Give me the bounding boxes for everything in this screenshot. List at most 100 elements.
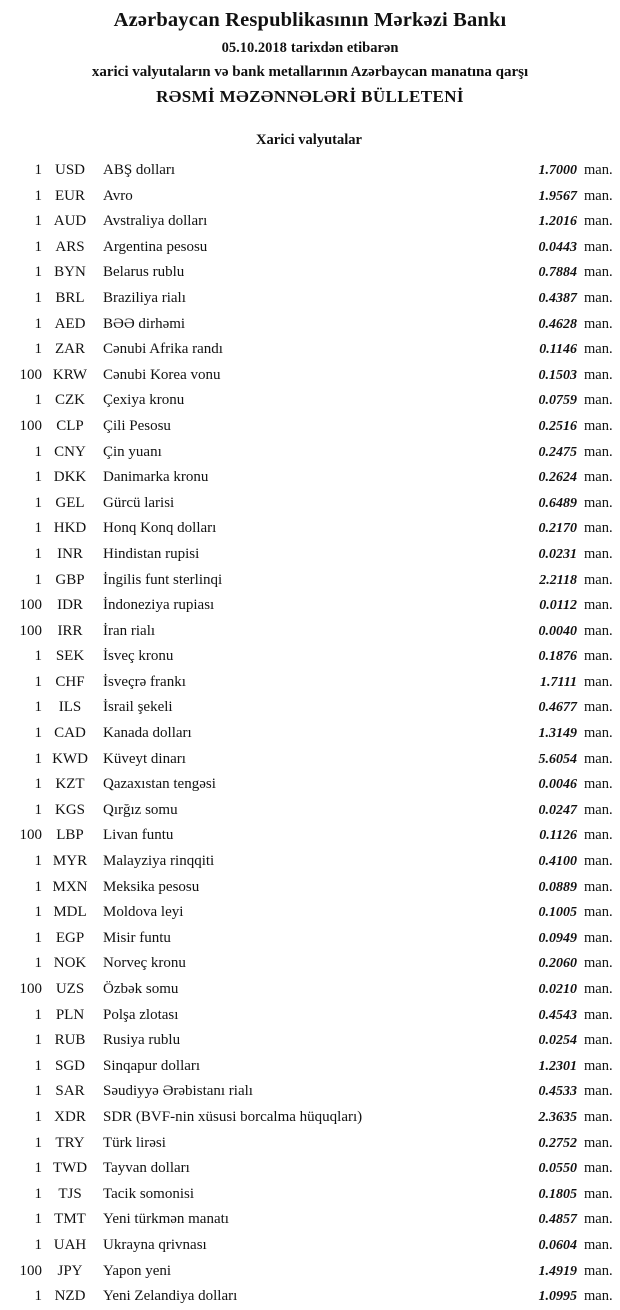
table-row: 1 CNY Çin yuanı 0.2475 man. — [0, 440, 620, 466]
table-row: 100 KRW Cənubi Korea vonu 0.1503 man. — [0, 363, 620, 389]
currency-name: BƏƏ dirhəmi — [103, 315, 186, 332]
table-row: 100 JPY Yapon yeni 1.4919 man. — [0, 1259, 620, 1285]
currency-rate: 1.0995 — [538, 1289, 578, 1305]
currency-code: KRW — [52, 366, 88, 383]
table-row: 1 RUB Rusiya rublu 0.0254 man. — [0, 1028, 620, 1054]
currency-quantity: 1 — [34, 1108, 43, 1125]
currency-unit: man. — [584, 366, 613, 383]
currency-name: Gürcü larisi — [103, 494, 175, 511]
currency-quantity: 1 — [34, 776, 43, 793]
currency-name: Çexiya kronu — [103, 392, 185, 409]
currency-code: KZT — [55, 776, 85, 793]
currency-rate: 1.7000 — [538, 163, 578, 178]
currency-name: Polşa zlotası — [103, 1006, 179, 1023]
currency-code: IRR — [57, 622, 83, 639]
table-row: 1 DKK Danimarka kronu 0.2624 man. — [0, 465, 620, 491]
currency-rate: 0.2170 — [538, 521, 578, 537]
currency-code: USD — [54, 162, 85, 178]
currency-name: İran rialı — [103, 622, 156, 639]
currency-rate: 0.0254 — [538, 1033, 578, 1049]
currency-rate: 0.1805 — [538, 1186, 578, 1202]
currency-unit: man. — [584, 1057, 613, 1074]
currency-quantity: 1 — [34, 1057, 43, 1074]
currency-quantity: 100 — [19, 366, 43, 383]
currency-name: Yeni Zelandiya dolları — [103, 1288, 238, 1305]
currency-unit: man. — [584, 392, 613, 409]
currency-quantity: 1 — [34, 238, 43, 255]
currency-unit: man. — [584, 1032, 613, 1049]
table-row: 1 BRL Braziliya rialı 0.4387 man. — [0, 286, 620, 312]
currency-rate: 0.4533 — [538, 1084, 578, 1100]
currency-quantity: 100 — [19, 597, 43, 614]
currency-quantity: 100 — [19, 417, 43, 434]
currency-name: Hindistan rupisi — [103, 545, 200, 562]
currency-unit: man. — [584, 571, 613, 588]
currency-quantity: 100 — [19, 981, 43, 997]
currency-name: Çin yuanı — [103, 443, 162, 460]
currency-quantity: 1 — [34, 955, 43, 972]
currency-unit: man. — [584, 904, 613, 921]
currency-code: BYN — [54, 264, 86, 281]
currency-unit: man. — [584, 853, 613, 870]
currency-quantity: 1 — [34, 929, 43, 946]
currency-code: MDL — [53, 904, 87, 921]
exchange-rates-table: 1 USD ABŞ dolları 1.7000 man. 1 EUR Avro 1.9567 m… — [0, 158, 620, 1310]
currency-name: Səudiyyə Ərəbistanı rialı — [103, 1083, 253, 1100]
currency-unit: man. — [584, 981, 613, 997]
currency-name: Yeni türkmən manatı — [103, 1211, 229, 1228]
currency-rate: 0.2752 — [538, 1135, 578, 1151]
table-row: 1 AUD Avstraliya dolları 1.2016 man. — [0, 209, 620, 235]
table-row: 1 MDL Moldova leyi 0.1005 man. — [0, 900, 620, 926]
document-bulletin-line: RƏSMİ MƏZƏNNƏLƏRİ BÜLLETENİ — [156, 87, 464, 106]
currency-name: Braziliya rialı — [103, 289, 186, 306]
currency-name: İndoneziya rupiası — [103, 597, 215, 614]
currency-rate: 0.0046 — [538, 777, 578, 793]
table-row: 1 GEL Gürcü larisi 0.6489 man. — [0, 491, 620, 517]
currency-rate: 0.0550 — [538, 1161, 578, 1177]
currency-unit: man. — [584, 1185, 613, 1202]
currency-unit: man. — [584, 699, 613, 716]
currency-name: Malayziya rinqqiti — [103, 853, 215, 870]
currency-code: KWD — [52, 750, 88, 767]
currency-unit: man. — [584, 1108, 613, 1125]
currency-rate: 0.0889 — [538, 879, 578, 895]
currency-name: Küveyt dinarı — [103, 750, 186, 767]
currency-rate: 0.1126 — [539, 828, 577, 844]
currency-code: JPY — [57, 1262, 83, 1279]
currency-name: Kanada dolları — [103, 725, 192, 742]
currency-code: RUB — [54, 1032, 86, 1049]
currency-quantity: 1 — [34, 1134, 43, 1151]
currency-code: EGP — [55, 929, 85, 946]
currency-name: SDR (BVF-nin xüsusi borcalma hüquqları) — [103, 1108, 363, 1125]
exchange-rates-body: 1 USD ABŞ dolları 1.7000 man. 1 EUR Avro 1.9567 m… — [0, 158, 620, 1310]
currency-quantity: 1 — [34, 725, 43, 742]
currency-quantity: 1 — [34, 1032, 43, 1049]
table-row: 1 AED BƏƏ dirhəmi 0.4628 man. — [0, 312, 620, 338]
currency-rate: 0.0231 — [538, 546, 578, 562]
currency-quantity: 1 — [34, 213, 43, 230]
currency-rate: 0.0759 — [538, 393, 578, 409]
table-row: 100 CLP Çili Pesosu 0.2516 man. — [0, 414, 620, 440]
currency-name: Özbək somu — [103, 981, 179, 997]
currency-rate: 0.4100 — [538, 854, 578, 870]
currency-code: SGD — [54, 1057, 85, 1074]
table-row: 1 BYN Belarus rublu 0.7884 man. — [0, 260, 620, 286]
currency-code: MXN — [52, 878, 88, 895]
currency-unit: man. — [584, 673, 613, 690]
currency-quantity: 1 — [34, 1083, 43, 1100]
currency-rate: 2.3635 — [538, 1109, 578, 1125]
currency-code: EUR — [55, 187, 85, 204]
currency-rate: 0.0210 — [538, 982, 578, 997]
table-row: 100 IRR İran rialı 0.0040 man. — [0, 619, 620, 645]
currency-quantity: 1 — [34, 1211, 43, 1228]
table-row: 1 UAH Ukrayna qrivnası 0.0604 man. — [0, 1233, 620, 1259]
currency-name: Belarus rublu — [103, 264, 185, 281]
currency-unit: man. — [584, 341, 613, 358]
table-row: 1 HKD Honq Konq dolları 0.2170 man. — [0, 516, 620, 542]
currency-code: TRY — [55, 1134, 85, 1151]
currency-quantity: 100 — [19, 1262, 43, 1279]
currency-rate: 1.4919 — [538, 1263, 578, 1279]
currency-unit: man. — [584, 1134, 613, 1151]
currency-code: GEL — [55, 494, 85, 511]
currency-code: IDR — [57, 597, 83, 614]
